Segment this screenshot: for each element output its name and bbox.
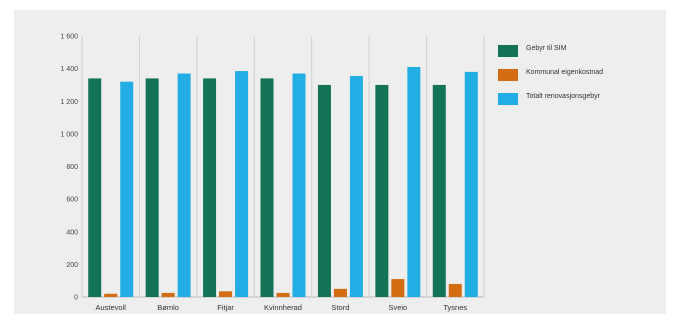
bar-0-6 [432, 84, 446, 297]
legend-label-2: Totalt renovasjonsgebyr [526, 93, 600, 100]
legend-item-0: Gebyr til SIM [498, 44, 658, 57]
y-tick-label: 600 [66, 197, 78, 204]
y-tick-label: 1 000 [60, 131, 78, 138]
bar-2-5 [407, 66, 421, 298]
x-tick-label: Fitjar [217, 303, 234, 312]
x-tick-label: Tysnes [443, 303, 467, 312]
legend-swatch-2 [498, 93, 518, 105]
bar-1-6 [448, 283, 462, 297]
bar-2-1 [177, 73, 191, 297]
bar-0-3 [260, 78, 274, 297]
bar-2-4 [349, 75, 363, 297]
y-tick-label: 1 200 [60, 99, 78, 106]
bar-0-2 [203, 78, 217, 297]
legend-swatch-0 [498, 45, 518, 57]
bar-0-5 [375, 84, 389, 297]
chart-legend: Gebyr til SIM Kommunal eigenkostnad Tota… [498, 44, 658, 116]
legend-label-1: Kommunal eigenkostnad [526, 69, 604, 76]
legend-item-2: Totalt renovasjonsgebyr [498, 92, 658, 105]
chart-panel: 0 200 400 600 800 1 000 1 200 1 400 1 600 Austevo… [14, 10, 666, 314]
x-tick-label: Bømlo [157, 303, 179, 312]
bar-2-0 [120, 81, 134, 297]
y-tick-label: 0 [74, 295, 78, 302]
y-tick-label: 200 [66, 262, 78, 269]
y-tick-label: 1 600 [60, 34, 78, 41]
bar-2-2 [235, 71, 249, 298]
legend-item-1: Kommunal eigenkostnad [498, 68, 658, 81]
x-tick-label: Stord [331, 303, 349, 312]
bar-1-0 [104, 293, 118, 297]
bar-1-3 [276, 292, 290, 297]
bar-0-4 [317, 84, 331, 297]
bar-2-6 [464, 71, 478, 297]
legend-label-0: Gebyr til SIM [526, 45, 567, 52]
x-tick-label: Kvinnherad [264, 303, 302, 312]
bar-0-1 [145, 78, 159, 297]
bar-1-5 [391, 279, 405, 297]
y-tick-label: 800 [66, 164, 78, 171]
bar-1-1 [161, 292, 175, 297]
x-tick-label: Austevoll [95, 303, 126, 312]
chart-svg: 0 200 400 600 800 1 000 1 200 1 400 1 600 Austevo… [60, 34, 485, 312]
bar-0-0 [88, 78, 102, 297]
bar-2-3 [292, 73, 306, 297]
legend-swatch-1 [498, 69, 518, 81]
y-tick-label: 400 [66, 229, 78, 236]
bar-1-2 [219, 291, 233, 297]
bar-1-4 [333, 288, 347, 297]
x-tick-label: Sveio [388, 303, 407, 312]
y-tick-label: 1 400 [60, 66, 78, 73]
